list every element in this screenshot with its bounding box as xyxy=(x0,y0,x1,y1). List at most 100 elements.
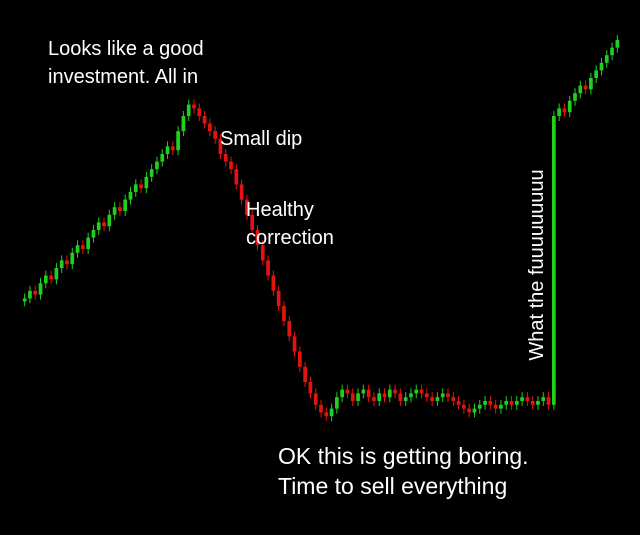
candle xyxy=(313,393,318,405)
candle xyxy=(599,62,604,71)
candle xyxy=(430,397,434,401)
candle xyxy=(567,100,572,113)
candle xyxy=(409,393,413,398)
candle xyxy=(477,404,482,409)
candle xyxy=(414,389,419,394)
candle xyxy=(59,260,64,268)
candle xyxy=(118,207,122,211)
candle xyxy=(186,104,191,116)
candle xyxy=(176,131,180,151)
candle xyxy=(499,404,503,409)
candle xyxy=(70,252,75,265)
candle xyxy=(377,393,382,401)
candle xyxy=(229,161,233,170)
candle xyxy=(541,397,546,401)
candle xyxy=(250,214,255,230)
candle xyxy=(335,397,339,409)
candle xyxy=(382,393,387,398)
annotation: OK this is getting boring. xyxy=(278,443,529,469)
candle xyxy=(393,389,397,394)
candle xyxy=(139,184,143,189)
candle xyxy=(38,283,43,295)
candle xyxy=(96,222,101,230)
candle xyxy=(520,397,524,401)
candle xyxy=(170,146,175,151)
candle xyxy=(197,108,202,116)
candle xyxy=(266,260,270,276)
candle xyxy=(308,382,313,394)
candle xyxy=(28,290,32,299)
candle xyxy=(562,108,567,113)
candle xyxy=(319,404,323,413)
candle xyxy=(223,154,228,162)
candle xyxy=(75,245,80,253)
candle xyxy=(398,393,403,401)
candle xyxy=(403,397,408,401)
candle xyxy=(467,408,472,413)
candle xyxy=(361,389,366,394)
candle xyxy=(165,146,170,154)
candle xyxy=(557,108,561,116)
candle xyxy=(260,245,265,261)
candle xyxy=(446,393,450,398)
annotation: Looks like a good xyxy=(48,38,204,60)
candle xyxy=(192,104,196,109)
candle xyxy=(149,169,154,177)
candle xyxy=(419,389,424,394)
candle xyxy=(504,401,509,405)
candle xyxy=(610,47,614,56)
candle xyxy=(387,389,392,398)
candle xyxy=(133,184,138,192)
candle xyxy=(107,214,112,227)
candle xyxy=(615,40,620,48)
candle xyxy=(123,199,128,211)
candle xyxy=(81,245,85,249)
candle xyxy=(488,401,493,405)
candle xyxy=(292,336,297,352)
candle xyxy=(234,169,239,185)
candle xyxy=(303,366,307,382)
candle xyxy=(589,78,593,90)
candle xyxy=(155,161,159,170)
candle xyxy=(578,85,583,94)
candle xyxy=(287,321,292,337)
candle xyxy=(128,192,133,200)
candle xyxy=(345,389,350,394)
candle xyxy=(54,268,59,280)
candle xyxy=(493,404,498,409)
candle xyxy=(604,55,609,63)
candle xyxy=(573,93,577,101)
annotation: correction xyxy=(246,227,334,249)
candle xyxy=(91,230,96,238)
candle xyxy=(160,154,165,162)
candle xyxy=(440,393,445,398)
candle xyxy=(297,351,302,367)
candle xyxy=(213,131,218,139)
annotation: investment. All in xyxy=(48,66,198,88)
candle xyxy=(536,401,540,405)
candle xyxy=(255,230,260,246)
candle xyxy=(424,393,429,398)
candle xyxy=(435,397,440,401)
candle xyxy=(239,184,244,200)
candle xyxy=(86,237,91,249)
candle xyxy=(22,298,27,302)
candle xyxy=(594,70,599,78)
annotation: Small dip xyxy=(220,128,302,150)
candle xyxy=(462,404,466,409)
candle xyxy=(144,176,149,189)
candle xyxy=(49,275,53,280)
candle xyxy=(65,260,69,265)
candle xyxy=(218,138,223,154)
candle xyxy=(202,116,207,124)
candle xyxy=(208,123,212,132)
annotation: Healthy xyxy=(246,199,314,221)
candle xyxy=(340,389,345,398)
candle xyxy=(509,401,514,405)
candle xyxy=(356,393,360,401)
candle xyxy=(350,393,355,401)
candle xyxy=(276,290,281,306)
candle xyxy=(472,408,477,413)
